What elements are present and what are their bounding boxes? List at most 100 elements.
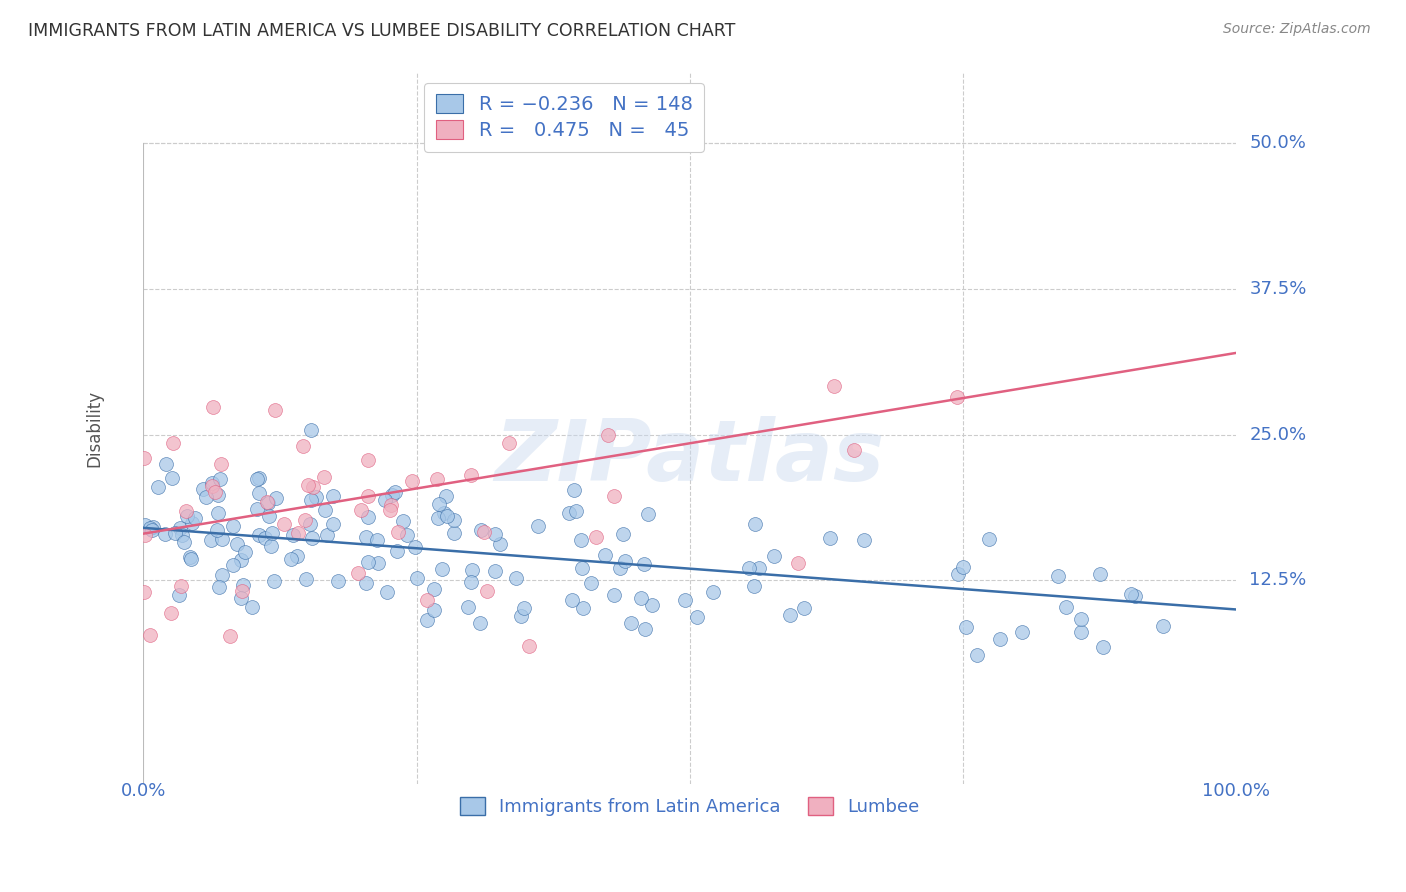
Point [155,457,177,471]
Point [685,610,707,624]
Point [603,489,626,503]
Point [231,553,253,567]
Point [314,503,336,517]
Point [169,521,191,535]
Point [1119,587,1142,601]
Point [641,598,664,612]
Point [260,539,283,553]
Point [211,532,233,546]
Point [763,549,786,563]
Point [264,403,287,417]
Point [1088,566,1111,581]
Point [354,529,377,543]
Point [460,467,482,482]
Point [305,490,328,504]
Point [273,516,295,531]
Point [240,600,263,615]
Point [1011,624,1033,639]
Point [1152,618,1174,632]
Point [134,585,156,599]
Point [603,588,626,602]
Point [1091,640,1114,654]
Point [176,508,198,523]
Point [208,580,231,594]
Point [247,471,270,485]
Point [142,520,165,534]
Point [405,571,427,585]
Point [299,516,322,531]
Point [633,557,655,571]
Point [1123,589,1146,603]
Point [852,533,875,548]
Point [744,516,766,531]
Point [673,593,696,607]
Point [392,514,415,528]
Point [256,495,278,509]
Point [571,561,593,575]
Point [457,599,479,614]
Point [517,639,540,653]
Point [1070,624,1092,639]
Point [460,575,482,590]
Text: ZIPatlas: ZIPatlas [495,416,884,499]
Point [170,578,193,592]
Point [443,526,465,541]
Point [585,530,607,544]
Text: 50.0%: 50.0% [1250,134,1306,152]
Point [468,615,491,630]
Text: IMMIGRANTS FROM LATIN AMERICA VS LUMBEE DISABILITY CORRELATION CHART: IMMIGRANTS FROM LATIN AMERICA VS LUMBEE … [28,22,735,40]
Point [134,528,156,542]
Point [316,528,339,542]
Point [612,526,634,541]
Point [416,593,439,607]
Point [246,502,269,516]
Point [1046,568,1069,582]
Point [354,575,377,590]
Point [195,490,218,504]
Point [484,526,506,541]
Point [249,528,271,542]
Point [222,558,245,573]
Point [434,489,457,503]
Point [204,485,226,500]
Point [232,577,254,591]
Point [952,559,974,574]
Point [630,591,652,605]
Point [134,517,156,532]
Point [231,583,253,598]
Point [174,504,197,518]
Text: 100.0%: 100.0% [1202,782,1270,800]
Point [637,507,659,521]
Point [356,489,378,503]
Point [569,533,592,547]
Point [489,537,512,551]
Point [470,523,492,537]
Point [955,620,977,634]
Point [322,516,344,531]
Point [425,472,447,486]
Point [561,593,583,607]
Point [326,574,349,589]
Point [378,503,401,517]
Point [1070,612,1092,626]
Point [287,525,309,540]
Point [218,629,240,643]
Point [247,485,270,500]
Point [138,521,160,535]
Point [173,534,195,549]
Text: 37.5%: 37.5% [1250,280,1306,298]
Point [179,549,201,564]
Text: Source: ZipAtlas.com: Source: ZipAtlas.com [1223,22,1371,37]
Point [416,613,439,627]
Point [748,560,770,574]
Point [823,379,845,393]
Point [401,475,423,489]
Point [842,442,865,457]
Point [170,528,193,542]
Point [433,506,456,520]
Point [436,509,458,524]
Point [527,519,550,533]
Point [387,524,409,539]
Text: 25.0%: 25.0% [1250,425,1306,443]
Point [557,506,579,520]
